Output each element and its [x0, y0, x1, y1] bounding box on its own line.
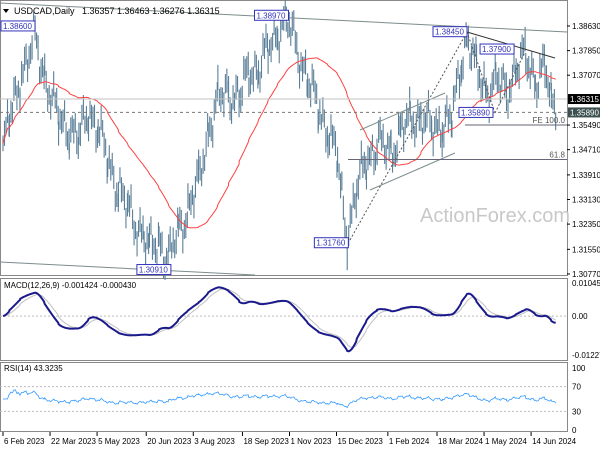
price-annotation-box — [458, 106, 494, 118]
date-tick-label: 1 Feb 2024 — [389, 437, 430, 446]
trendline — [369, 152, 456, 191]
macd-signal-line — [2, 288, 556, 348]
price-annotation-box — [136, 264, 172, 276]
price-marker-label: 1.36315 — [570, 95, 599, 104]
rsi-title: RSI(14) 43.3235 — [4, 364, 63, 373]
price-annotation-box — [479, 43, 515, 55]
date-tick-label: 20 Jun 2023 — [147, 437, 192, 446]
date-tick-label: 14 Jun 2024 — [532, 437, 577, 446]
dotted-wave-line — [494, 51, 526, 114]
price-annotation-label: 1.31760 — [316, 239, 345, 248]
price-annotation-label: 1.30910 — [139, 266, 168, 275]
rsi-axis-label: 100 — [572, 364, 586, 373]
price-tick-label: 1.35490 — [572, 121, 600, 130]
date-tick-label: 22 Mar 2023 — [51, 437, 96, 446]
rsi-axis-label: 0 — [572, 426, 577, 435]
price-tick-label: 1.33910 — [572, 171, 600, 180]
date-tick-label: 6 Feb 2023 — [4, 437, 45, 446]
price-annotation-box — [313, 237, 349, 249]
moving-average-line — [2, 57, 556, 229]
date-tick-label: 1 May 2024 — [485, 437, 527, 446]
watermark: ActionForex.com — [420, 205, 570, 227]
macd-line — [2, 286, 556, 353]
price-annotation-label: 1.35890 — [461, 108, 490, 117]
price-tick-label: 1.32350 — [572, 220, 600, 229]
date-tick-label: 18 Mar 2024 — [438, 437, 483, 446]
price-annotation-label: 1.38600 — [3, 22, 32, 31]
price-annotation-label: 1.37900 — [482, 45, 511, 54]
price-annotation-box — [253, 9, 289, 21]
price-marker-box — [568, 107, 600, 118]
macd-axis-label: 0.010457 — [572, 279, 600, 288]
date-tick-label: 15 Dec 2023 — [338, 437, 384, 446]
fib-label: FE 100.0 — [533, 116, 566, 125]
price-annotation-label: 1.38450 — [435, 28, 464, 37]
fib-label: 61.8 — [549, 150, 565, 159]
date-tick-label: 5 May 2023 — [98, 437, 140, 446]
price-annotation-box — [432, 26, 468, 38]
rsi-line — [3, 389, 557, 409]
date-tick-label: 1 Nov 2023 — [290, 437, 331, 446]
price-tick-label: 1.38630 — [572, 22, 600, 31]
price-tick-label: 1.30770 — [572, 270, 600, 279]
rsi-axis-label: 70 — [572, 383, 581, 392]
macd-axis-label: -0.012276 — [572, 351, 600, 360]
rsi-pane-frame — [0, 362, 568, 432]
macd-pane-frame — [0, 278, 568, 361]
macd-axis-label: 0.00 — [572, 312, 588, 321]
price-tick-label: 1.34710 — [572, 146, 600, 155]
macd-title: MACD(12,26,9) -0.001424 -0.000430 — [4, 281, 137, 290]
main-title: USDCAD,Daily — [14, 6, 75, 16]
rsi-axis-label: 30 — [572, 407, 581, 416]
main-pane-frame — [0, 0, 568, 276]
collapse-triangle-icon[interactable] — [3, 9, 9, 13]
date-tick-label: 3 Aug 2023 — [194, 437, 235, 446]
date-tick-label: 18 Sep 2023 — [243, 437, 289, 446]
price-tick-label: 1.33130 — [572, 196, 600, 205]
price-annotation-label: 1.38970 — [256, 11, 285, 20]
price-marker-label: 1.35890 — [570, 108, 599, 117]
price-marker-box — [568, 94, 600, 105]
price-tick-label: 1.37070 — [572, 71, 600, 80]
price-annotation-box — [0, 20, 36, 32]
trendline — [0, 261, 256, 276]
ohlc-header: 1.36357 1.36463 1.36276 1.36315 — [82, 6, 220, 16]
price-tick-label: 1.37850 — [572, 47, 600, 56]
price-tick-label: 1.31550 — [572, 245, 600, 254]
